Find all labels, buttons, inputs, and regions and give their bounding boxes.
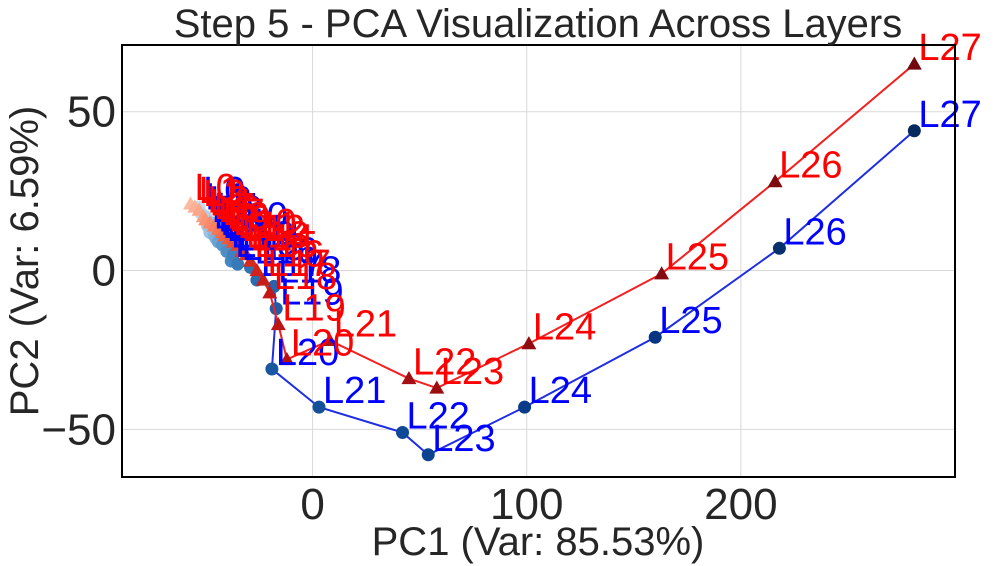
data-point-red bbox=[249, 263, 265, 277]
point-label-blue: L5 bbox=[216, 186, 258, 228]
series-layer bbox=[183, 56, 922, 462]
x-axis-label: PC1 (Var: 85.53%) bbox=[372, 520, 705, 564]
x-tick-label: 100 bbox=[490, 480, 563, 529]
data-point-blue bbox=[231, 257, 245, 271]
point-label-blue: L23 bbox=[432, 418, 495, 460]
data-point-red bbox=[521, 336, 537, 350]
point-label-blue: L12 bbox=[231, 214, 294, 256]
point-label-red: L3 bbox=[207, 180, 249, 222]
point-label-blue: L22 bbox=[407, 396, 470, 438]
point-label-red: L19 bbox=[282, 288, 345, 330]
data-point-red bbox=[429, 380, 445, 394]
data-point-blue bbox=[518, 400, 532, 414]
point-label-blue: L21 bbox=[323, 370, 386, 412]
data-point-blue bbox=[265, 362, 279, 376]
point-label-blue: L26 bbox=[783, 211, 846, 253]
point-label-red: L24 bbox=[533, 307, 596, 349]
point-label-red: L15 bbox=[254, 224, 317, 266]
y-tick-label: −50 bbox=[41, 405, 116, 454]
data-point-red bbox=[767, 174, 783, 188]
point-label-blue: L4 bbox=[214, 195, 256, 237]
point-label-red: L12 bbox=[242, 208, 305, 250]
point-label-red: L11 bbox=[237, 205, 298, 247]
point-label-blue: L17 bbox=[261, 243, 324, 285]
point-label-red: L27 bbox=[918, 27, 981, 69]
point-label-red: L14 bbox=[250, 218, 313, 260]
point-label-red: L2 bbox=[203, 173, 245, 215]
point-labels: L0L1L2L3L4L5L6L7L8L9L10L11L12L13L14L15L1… bbox=[195, 27, 982, 460]
point-label-blue: L16 bbox=[254, 230, 317, 272]
point-label-red: L21 bbox=[334, 303, 397, 345]
y-tick-label: 50 bbox=[67, 88, 116, 137]
point-label-blue: L6 bbox=[218, 199, 260, 241]
point-label-blue: L8 bbox=[220, 189, 262, 231]
point-label-red: L8 bbox=[227, 195, 269, 237]
point-label-blue: L27 bbox=[918, 94, 981, 136]
point-label-blue: L3 bbox=[212, 189, 254, 231]
grid-lines bbox=[122, 45, 955, 477]
data-point-red bbox=[279, 351, 295, 366]
point-label-red: L0 bbox=[195, 167, 237, 209]
point-label-blue: L2 bbox=[210, 180, 252, 222]
point-label-red: L5 bbox=[214, 186, 256, 228]
point-label-red: L20 bbox=[291, 322, 354, 364]
data-point-red bbox=[401, 371, 417, 385]
point-label-red: L10 bbox=[233, 202, 296, 244]
chart-title: Step 5 - PCA Visualization Across Layers bbox=[174, 2, 903, 46]
point-label-red: L25 bbox=[666, 237, 729, 279]
data-point-red bbox=[322, 332, 338, 347]
point-label-red: L1 bbox=[199, 170, 241, 212]
tick-labels: 0 100 200 −50 0 50 bbox=[41, 88, 777, 529]
point-label-red: L7 bbox=[222, 192, 264, 234]
data-point-red bbox=[906, 56, 922, 70]
point-label-red: L26 bbox=[779, 145, 842, 187]
x-tick-label: 200 bbox=[704, 480, 777, 529]
point-label-blue: L25 bbox=[659, 300, 722, 342]
point-label-red: L18 bbox=[274, 256, 337, 298]
point-label-blue: L24 bbox=[529, 370, 592, 412]
y-axis-label: PC2 (Var: 6.59%) bbox=[3, 106, 47, 417]
data-point-blue bbox=[312, 400, 326, 414]
data-point-red bbox=[262, 285, 278, 299]
point-label-red: L13 bbox=[246, 214, 309, 256]
data-point-blue bbox=[648, 330, 662, 344]
point-label-blue: L10 bbox=[225, 195, 288, 237]
point-label-red: L23 bbox=[441, 351, 504, 393]
y-tick-label: 0 bbox=[92, 247, 116, 296]
point-label-blue: L0 bbox=[203, 170, 245, 212]
point-label-blue: L9 bbox=[222, 205, 264, 247]
series-red bbox=[183, 56, 922, 394]
x-tick-label: 0 bbox=[300, 480, 324, 529]
plot-frame bbox=[121, 44, 956, 478]
point-label-red: L4 bbox=[210, 183, 252, 225]
data-point-blue bbox=[396, 426, 410, 440]
point-label-blue: L18 bbox=[278, 249, 341, 291]
point-label-red: L22 bbox=[413, 342, 476, 384]
point-label-blue: L11 bbox=[227, 208, 288, 250]
point-label-red: L17 bbox=[267, 243, 330, 285]
data-point-red bbox=[255, 272, 271, 286]
data-point-red bbox=[242, 253, 258, 267]
point-label-red: L6 bbox=[218, 189, 260, 231]
data-point-red bbox=[270, 317, 286, 331]
data-point-blue bbox=[907, 124, 921, 138]
point-label-blue: L1 bbox=[205, 176, 247, 218]
data-point-blue bbox=[421, 448, 435, 462]
point-label-red: L9 bbox=[229, 199, 271, 241]
point-label-blue: L15 bbox=[242, 227, 305, 269]
point-label-red: L16 bbox=[261, 234, 324, 276]
data-point-blue bbox=[772, 241, 786, 255]
point-label-blue: L19 bbox=[280, 272, 343, 314]
point-label-blue: L7 bbox=[220, 202, 262, 244]
point-label-blue: L14 bbox=[237, 218, 300, 260]
point-label-blue: L13 bbox=[235, 224, 298, 266]
data-point-red bbox=[654, 266, 670, 280]
point-label-blue: L20 bbox=[276, 332, 339, 374]
